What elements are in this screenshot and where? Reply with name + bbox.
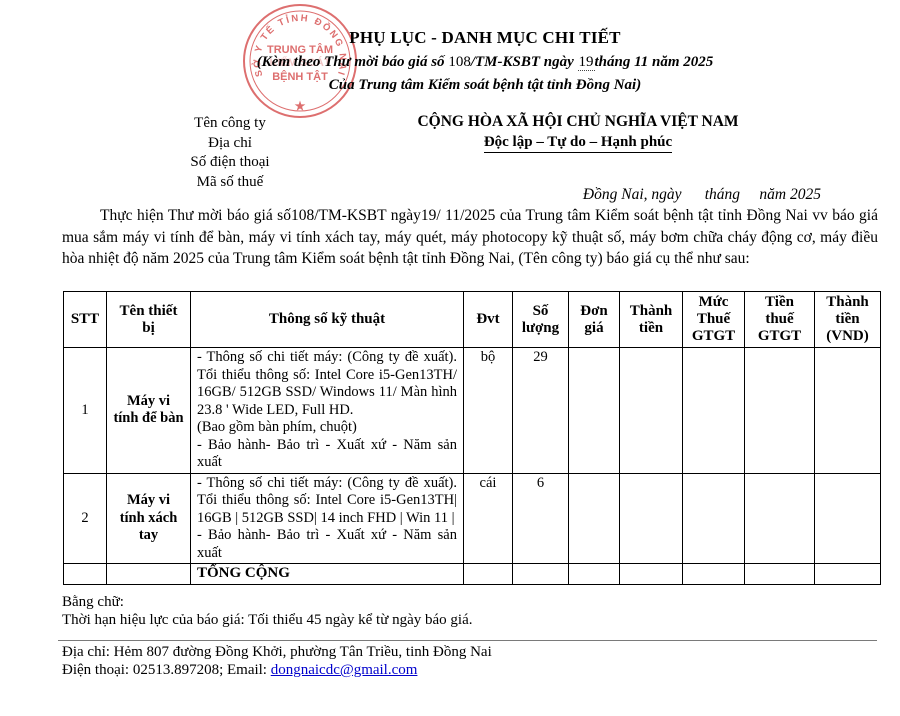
appendix-subtitle-line2: Của Trung tâm Kiểm soát bệnh tật tỉnh Đồ…: [328, 77, 642, 93]
company-phone-label: Số điện thoại: [190, 154, 270, 170]
subtitle-suffix: tháng 11 năm 2025: [594, 54, 714, 70]
cell-specs: - Thông số chi tiết máy: (Công ty đề xuấ…: [190, 472, 464, 564]
intro-paragraph: Thực hiện Thư mời báo giá số108/TM-KSBT …: [62, 207, 878, 267]
subtitle-day: 19: [577, 54, 595, 71]
date-line: Đồng Nai, ngày tháng năm 2025: [582, 186, 821, 203]
company-name-label: Tên công ty: [194, 115, 266, 131]
column-header-1: Tên thiết bị: [106, 291, 191, 348]
table-row: 2 Máy vi tính xách tay - Thông số chi tiết…: [63, 472, 881, 564]
spec-line: - Thông số chi tiết máy: (Công ty đề xuấ…: [197, 349, 457, 418]
total-label: TỔNG CỘNG: [190, 563, 464, 585]
cell-unit-price: [568, 347, 620, 474]
footer-contact-prefix: Điện thoại: 02513.897208; Email:: [62, 662, 271, 678]
cell-amount-vnd: [814, 472, 881, 564]
table-row: 1 Máy vi tính để bàn - Thông số chi tiết m…: [63, 347, 881, 474]
column-header-9: Thành tiền (VND): [814, 291, 881, 348]
cell-device-name: Máy vi tính xách tay: [106, 472, 191, 564]
company-info-block: Tên công ty Địa chỉ Số điện thoại Mã số …: [130, 114, 330, 192]
cell-quantity: 29: [512, 347, 569, 474]
subtitle-mid: /TM-KSBT ngày: [470, 54, 578, 70]
quote-table-body: 1 Máy vi tính để bàn - Thông số chi tiết m…: [63, 347, 881, 585]
column-header-7: Mức Thuế GTGT: [682, 291, 745, 348]
total-row: TỔNG CỘNG: [63, 563, 881, 585]
subtitle-prefix: (Kèm theo Thư mời báo giá số: [256, 54, 449, 70]
cell-empty: [106, 563, 191, 585]
cell-unit: cái: [463, 472, 513, 564]
footer-contact: Điện thoại: 02513.897208; Email: dongnai…: [62, 662, 417, 679]
spec-line: - Bảo hành- Bảo trì - Xuất xứ - Năm sản …: [197, 436, 457, 471]
quotation-table: STT Tên thiết bị Thông số kỹ thuật Đvt Số lư…: [63, 291, 881, 585]
amount-in-words-label: Bằng chữ:: [62, 594, 124, 610]
cell-vat-amount: [744, 472, 815, 564]
column-header-3: Đvt: [463, 291, 513, 348]
column-header-6: Thành tiền: [619, 291, 683, 348]
cell-specs: - Thông số chi tiết máy: (Công ty đề xuấ…: [190, 347, 464, 474]
footer-divider: [58, 640, 877, 641]
official-stamp-icon: SỞ Y TẾ TỈNH ĐỒNG NAI TRUNG TÂM KIỂM SOÁ…: [243, 4, 357, 118]
subtitle-quote-number: 108: [448, 54, 471, 70]
cell-unit-price: [568, 472, 620, 564]
company-address-label: Địa chỉ: [208, 134, 252, 151]
footer-address: Địa chỉ: Hẻm 807 đường Đồng Khởi, phường…: [62, 644, 492, 660]
cell-stt: 1: [63, 347, 107, 474]
cell-empty: [63, 563, 107, 585]
stamp-org-line2: KIỂM SOÁT: [269, 56, 330, 69]
cell-empty: [568, 563, 620, 585]
national-title: CỘNG HÒA XÃ HỘI CHỦ NGHĨA VIỆT NAM: [417, 113, 739, 130]
cell-quantity: 6: [512, 472, 569, 564]
quote-table-head: STT Tên thiết bị Thông số kỹ thuật Đvt Số lư…: [63, 291, 881, 348]
cell-empty: [619, 563, 683, 585]
cell-device-name: Máy vi tính để bàn: [106, 347, 191, 474]
spec-line: - Thông số chi tiết máy: (Công ty đề xuấ…: [197, 474, 457, 526]
cell-empty: [814, 563, 881, 585]
column-header-2: Thông số kỹ thuật: [190, 291, 464, 348]
column-header-5: Đơn giá: [568, 291, 620, 348]
appendix-header: PHỤ LỤC - DANH MỤC CHI TIẾT (Kèm theo Th…: [70, 28, 900, 97]
cell-vat-rate: [682, 347, 745, 474]
stamp-org-line3: BỆNH TẬT: [272, 70, 328, 83]
column-header-4: Số lượng: [512, 291, 569, 348]
column-header-8: Tiền thuế GTGT: [744, 291, 815, 348]
national-motto-block: CỘNG HÒA XÃ HỘI CHỦ NGHĨA VIỆT NAM Độc l…: [397, 113, 759, 153]
column-header-0: STT: [63, 291, 107, 348]
cell-amount: [619, 347, 683, 474]
stamp-org-line1: TRUNG TÂM: [267, 43, 333, 56]
cell-empty: [682, 563, 745, 585]
spec-line: (Bao gồm bàn phím, chuột): [197, 419, 357, 435]
stamp-star-icon: ★: [295, 99, 306, 113]
cell-empty: [512, 563, 569, 585]
company-taxcode-label: Mã số thuế: [196, 173, 264, 190]
cell-amount-vnd: [814, 347, 881, 474]
validity-note: Thời hạn hiệu lực của báo giá: Tối thiểu…: [62, 612, 473, 628]
cell-vat-rate: [682, 472, 745, 564]
cell-stt: 2: [63, 472, 107, 564]
national-motto: Độc lập – Tự do – Hạnh phúc: [483, 134, 673, 153]
cell-unit: bộ: [463, 347, 513, 474]
spec-line: - Bảo hành- Bảo trì - Xuất xứ - Năm sản …: [197, 527, 457, 561]
cell-amount: [619, 472, 683, 564]
cell-vat-amount: [744, 347, 815, 474]
email-link[interactable]: dongnaicdc@gmail.com: [270, 662, 418, 678]
appendix-title: PHỤ LỤC - DANH MỤC CHI TIẾT: [349, 28, 621, 47]
header-row: STT Tên thiết bị Thông số kỹ thuật Đvt Số lư…: [63, 291, 881, 348]
appendix-subtitle: (Kèm theo Thư mời báo giá số 108/TM-KSBT…: [70, 51, 900, 74]
cell-empty: [744, 563, 815, 585]
cell-empty: [463, 563, 513, 585]
